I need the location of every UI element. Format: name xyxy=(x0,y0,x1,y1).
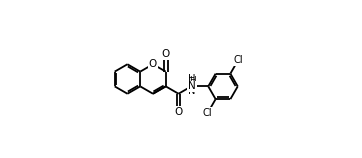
Text: O: O xyxy=(162,49,170,59)
Text: O: O xyxy=(149,59,157,69)
Text: Cl: Cl xyxy=(233,55,243,65)
Text: H
N: H N xyxy=(188,74,196,96)
Text: N: N xyxy=(188,81,196,91)
Text: Cl: Cl xyxy=(203,108,212,118)
Text: H: H xyxy=(189,76,195,85)
Text: O: O xyxy=(174,107,183,117)
